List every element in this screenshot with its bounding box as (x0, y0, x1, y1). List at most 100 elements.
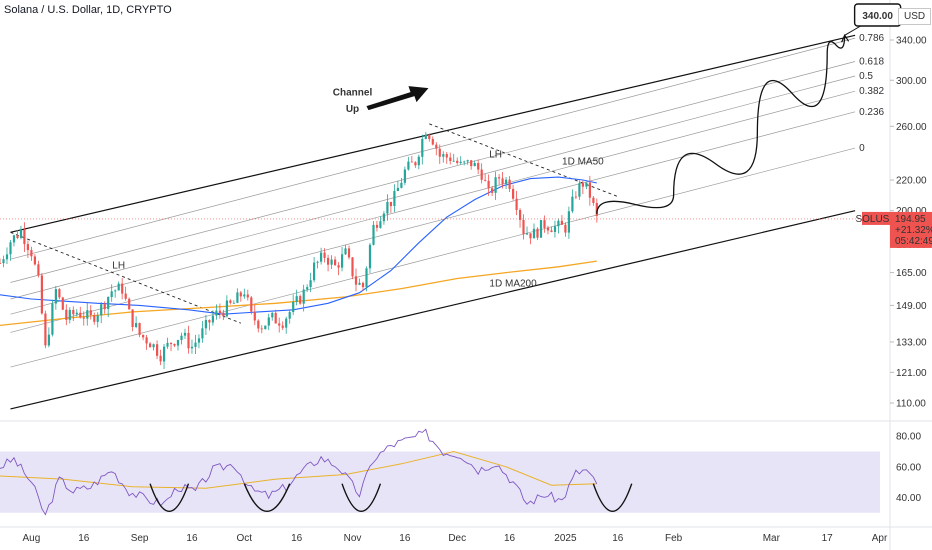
candle-body (239, 292, 242, 297)
candle-body (505, 179, 508, 184)
candle-body (295, 296, 298, 302)
y-tick-label: 300.00 (896, 76, 927, 87)
x-tick-label: Sep (131, 533, 149, 544)
y-tick-label: 133.00 (896, 337, 927, 348)
candle-body (218, 310, 221, 313)
y-tick-label: 110.00 (896, 399, 926, 410)
candle-body (93, 315, 96, 322)
candle-body (354, 276, 358, 285)
fib-level-label: 0.236 (859, 107, 884, 118)
candle-body (470, 160, 473, 167)
candle-body (407, 161, 410, 170)
candle-body (271, 312, 274, 318)
candle-body (320, 252, 323, 262)
x-tick-label: 16 (612, 533, 624, 544)
x-tick-label: Dec (448, 533, 466, 544)
rsi-bottom-arc (592, 483, 633, 512)
candle-body (466, 160, 469, 162)
candle-body (532, 228, 536, 239)
candle-body (19, 229, 23, 238)
fib-ray (10, 37, 856, 260)
candle-body (103, 304, 106, 310)
candle-body (278, 323, 281, 326)
fib-ray (10, 90, 856, 315)
candle-body (211, 315, 214, 323)
candle-body (135, 323, 138, 327)
candle-body (222, 312, 225, 317)
candle-body (309, 280, 312, 288)
candle-body (480, 169, 483, 180)
rsi-tick-label: 40.00 (896, 493, 921, 504)
candle-body (152, 344, 155, 348)
annotation-label: LH (489, 149, 502, 160)
candle-body (86, 310, 89, 319)
candle-body (431, 139, 434, 145)
candle-body (560, 220, 563, 225)
annotation-label: LH (112, 261, 125, 272)
candle-body (267, 317, 270, 326)
target-callout-label: 340.00 (862, 11, 893, 22)
candle-body (473, 163, 476, 167)
candle-body (414, 162, 417, 166)
x-tick-label: Mar (763, 533, 781, 544)
candle-body (204, 320, 207, 329)
candle-body (351, 257, 354, 277)
price-tag-box (890, 211, 932, 248)
candle-body (438, 148, 441, 157)
projection-curve (596, 35, 846, 214)
currency-selector[interactable]: USD (898, 8, 932, 25)
candle-body (40, 275, 43, 314)
x-tick-label: 16 (291, 533, 303, 544)
candle-body (522, 220, 525, 235)
candle-body (142, 334, 145, 338)
candle-body (585, 182, 588, 187)
y-tick-label: 149.00 (896, 301, 927, 312)
target-connector (844, 25, 861, 36)
x-tick-label: 16 (504, 533, 516, 544)
candle-body (564, 224, 567, 233)
candle-body (100, 304, 103, 316)
candle-body (536, 228, 539, 238)
candle-body (173, 344, 176, 346)
candle-body (190, 346, 194, 349)
y-tick-label: 121.00 (896, 368, 927, 379)
candle-body (30, 250, 33, 257)
x-tick-label: 16 (186, 533, 198, 544)
fib-level-label: 0.618 (859, 57, 884, 68)
candle-body (107, 297, 110, 309)
candle-body (169, 342, 173, 344)
candle-body (44, 313, 47, 346)
x-tick-label: 16 (399, 533, 411, 544)
candle-body (281, 325, 284, 328)
x-tick-label: 2025 (554, 533, 577, 544)
rsi-band (0, 451, 880, 513)
candle-body (389, 201, 392, 207)
candle-body (163, 346, 166, 362)
candle-body (571, 196, 574, 212)
candle-body (410, 161, 413, 163)
x-tick-label: Feb (665, 533, 683, 544)
candle-body (51, 303, 54, 335)
candle-body (379, 221, 382, 228)
candle-body (386, 201, 389, 214)
rsi-bottom-arc (243, 483, 291, 512)
fib-level-label: 0.382 (859, 86, 884, 97)
candle-body (166, 342, 169, 347)
annotation-label: 1D MA200 (489, 279, 537, 290)
candle-body (546, 227, 550, 231)
rsi-tick-label: 60.00 (896, 462, 921, 473)
candle-body (491, 188, 494, 193)
candle-body (138, 323, 141, 335)
candle-body (124, 293, 127, 299)
candle-body (257, 320, 260, 329)
candle-body (232, 302, 235, 304)
fib-level-label: 0.5 (859, 71, 873, 82)
candle-body (358, 282, 361, 285)
y-tick-label: 260.00 (896, 122, 927, 133)
candle-body (459, 161, 462, 163)
candle-body (529, 233, 532, 239)
candle-body (12, 235, 16, 243)
candle-body (344, 248, 347, 255)
annotation-label: Up (346, 104, 359, 115)
